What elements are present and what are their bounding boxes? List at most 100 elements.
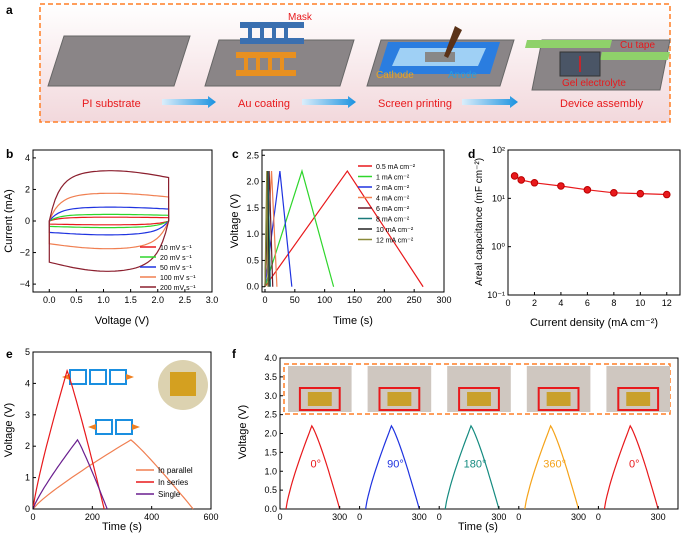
capacitance-point — [530, 178, 539, 187]
c-xtick-label: 100 — [317, 295, 332, 305]
legend-label: 200 mV s⁻¹ — [160, 285, 196, 292]
bending-curve — [444, 424, 500, 510]
legend-label: 4 mA cm⁻² — [376, 196, 410, 203]
f-xtick-label: 300 — [651, 512, 666, 522]
panel-c-axes — [261, 149, 445, 293]
c-xtick-label: 150 — [347, 295, 362, 305]
f-xtick-label: 300 — [412, 512, 427, 522]
bending-photo-device — [467, 392, 491, 406]
f-xtick-label: 0 — [516, 512, 521, 522]
panel-e-xlabel: Time (s) — [102, 521, 142, 533]
e-ytick-label: 4 — [25, 378, 30, 388]
panel-f-y-ticks: 4.0 3.5 3.0 2.5 2.0 1.5 1.0 0.5 0.0 — [264, 353, 283, 514]
bending-photo-highlight — [378, 387, 421, 411]
d-xtick-label: 8 — [611, 298, 616, 308]
legend-label: Single — [158, 490, 181, 499]
c-ytick-label: 1.0 — [246, 229, 259, 239]
b-xtick-label: 0.5 — [70, 295, 83, 305]
d-ytick-label: 10⁻¹ — [487, 290, 505, 300]
d-xtick-label: 0 — [505, 298, 510, 308]
cv-loop — [48, 206, 170, 236]
panel-c-curves — [264, 168, 424, 288]
f-xtick-label: 0 — [596, 512, 601, 522]
e-xtick-label: 0 — [30, 512, 35, 522]
capacitance-point — [610, 189, 618, 197]
b-xtick-label: 1.0 — [97, 295, 110, 305]
c-xtick-label: 300 — [436, 295, 451, 305]
b-xtick-label: 2.5 — [179, 295, 192, 305]
gcd-curve — [264, 171, 269, 287]
c-ytick-label: 0.5 — [246, 255, 259, 265]
b-xtick-label: 1.5 — [124, 295, 137, 305]
panel-e: e 0 200 400 600 5 4 3 2 1 0 In parallel In series… — [3, 347, 219, 533]
panel-d-curves — [510, 172, 671, 199]
c-ytick-label: 0.0 — [246, 282, 259, 292]
panel-letter-f: f — [232, 347, 237, 361]
gcd-curve — [32, 368, 105, 510]
cu-tape-left — [525, 40, 612, 48]
f-ytick-label: 1.0 — [264, 466, 277, 476]
bending-photo-highlight — [617, 387, 660, 411]
d-xtick-label: 2 — [532, 298, 537, 308]
bending-angle-label: 0° — [629, 458, 640, 470]
c-ytick-label: 1.5 — [246, 203, 259, 213]
step-au-coating: Au coating — [238, 98, 290, 110]
legend-label: In series — [158, 478, 188, 487]
panel-e-ylabel: Voltage (V) — [3, 403, 15, 457]
f-xtick-label: 0 — [437, 512, 442, 522]
b-ytick-label: 0 — [25, 216, 30, 226]
cu-tape-right — [600, 52, 670, 60]
b-ytick-label: 4 — [25, 153, 30, 163]
f-ytick-label: 2.0 — [264, 429, 277, 439]
legend-label: 6 mA cm⁻² — [376, 206, 410, 213]
panel-d: d 0 2 4 6 8 10 12 10² 10¹ 10⁰ 10⁻¹ Current densit… — [468, 145, 681, 329]
e-ytick-label: 2 — [25, 441, 30, 451]
d-xtick-label: 4 — [558, 298, 563, 308]
bending-photos — [288, 366, 670, 412]
panel-a: a Mask Cathode Anode Cu tape Gel electr — [6, 3, 671, 123]
bending-photo-device — [387, 392, 412, 406]
legend-label: 100 mV s⁻¹ — [160, 275, 196, 282]
panel-f-xlabel: Time (s) — [458, 521, 498, 533]
f-xtick-label: 300 — [332, 512, 347, 522]
panel-b-xlabel: Voltage (V) — [95, 315, 149, 327]
panel-c-xlabel: Time (s) — [333, 315, 373, 327]
bending-curve — [365, 424, 420, 510]
panel-d-xlabel: Current density (mA cm⁻²) — [530, 317, 658, 329]
circuit-icon-series — [62, 369, 134, 385]
panel-f: f 0° 90° 180° 360° 0° 0 300 0 300 0 300 0 300 0 300 4… — [232, 347, 679, 533]
bending-angle-label: 90° — [387, 458, 404, 470]
f-xtick-label: 300 — [571, 512, 586, 522]
e-ytick-label: 3 — [25, 410, 30, 420]
f-ytick-label: 3.0 — [264, 391, 277, 401]
e-ytick-label: 0 — [25, 504, 30, 514]
e-xtick-label: 200 — [85, 512, 100, 522]
bending-photo-device — [307, 392, 332, 406]
panel-d-ylabel: Areal capacitance (mF cm⁻²) — [474, 158, 485, 286]
c-xtick-label: 50 — [290, 295, 300, 305]
d-ytick-label: 10⁰ — [491, 242, 505, 252]
panel-b-ylabel: Current (mA) — [3, 189, 15, 253]
gcd-curve — [264, 168, 335, 287]
pi-substrate-sheet — [47, 35, 191, 87]
e-xtick-label: 600 — [203, 512, 218, 522]
step-device-assembly: Device assembly — [560, 98, 644, 110]
panel-f-x-ticks: 0 300 0 300 0 300 0 300 0 300 — [277, 506, 666, 522]
panel-c-x-ticks: 0 50 100 150 200 250 300 — [262, 289, 452, 305]
capacitance-point — [510, 172, 519, 180]
e-ytick-label: 1 — [25, 473, 30, 483]
panel-d-y-ticks: 10² 10¹ 10⁰ 10⁻¹ — [487, 145, 511, 300]
b-xtick-label: 2.0 — [151, 295, 164, 305]
anode-label: Anode — [448, 70, 477, 81]
f-ytick-label: 4.0 — [264, 353, 277, 363]
panel-e-x-ticks: 0 200 400 600 — [30, 506, 219, 522]
panel-b-legend: 10 mV s⁻¹ 20 mV s⁻¹ 50 mV s⁻¹ 100 mV s⁻¹ 200… — [140, 245, 196, 292]
legend-label: 20 mV s⁻¹ — [160, 255, 192, 262]
panel-c-ylabel: Voltage (V) — [229, 194, 241, 248]
c-xtick-label: 200 — [377, 295, 392, 305]
panel-b-x-ticks: 0.0 0.5 1.0 1.5 2.0 2.5 3.0 — [43, 289, 218, 305]
e-xtick-label: 400 — [144, 512, 159, 522]
f-ytick-label: 3.5 — [264, 372, 277, 382]
capacitance-point — [583, 186, 592, 194]
